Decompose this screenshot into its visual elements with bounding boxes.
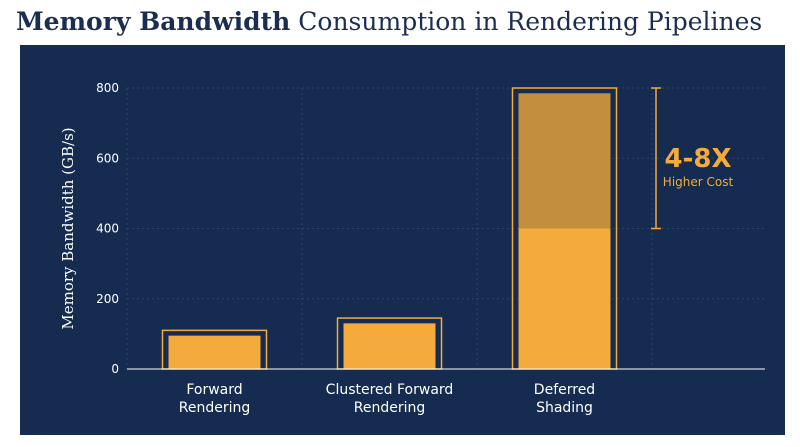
bar — [168, 335, 261, 369]
y-tick-label: 400 — [96, 222, 119, 236]
bars-layer — [161, 87, 618, 370]
y-axis-label: Memory Bandwidth (GB/s) — [59, 127, 77, 329]
x-category-label: Deferred — [534, 382, 595, 398]
y-tick-label: 0 — [111, 362, 119, 376]
x-category-label: Forward — [186, 382, 242, 398]
x-category-label: Clustered Forward — [326, 382, 454, 398]
chart-panel: 0 200 400 600 800 Forward Rendering Clustered F… — [20, 45, 785, 435]
grid-layer — [126, 87, 765, 369]
page-title: Memory Bandwidth Consumption in Renderin… — [16, 5, 762, 39]
bandwidth-bar-chart: 0 200 400 600 800 Forward Rendering Clustered F… — [59, 81, 765, 416]
labels-layer: 0 200 400 600 800 Forward Rendering Clustered F… — [96, 81, 595, 416]
bar-lower-segment — [518, 228, 611, 369]
x-category-label: Rendering — [179, 400, 251, 416]
y-tick-label: 200 — [96, 292, 119, 306]
title-rest: Consumption in Rendering Pipelines — [290, 7, 763, 36]
bar — [343, 323, 436, 369]
title-emphasis: Memory Bandwidth — [16, 7, 291, 36]
x-category-label: Shading — [536, 400, 593, 416]
cost-annotation: 4-8X Higher Cost — [651, 87, 734, 230]
bar-upper-segment — [518, 93, 611, 229]
annotation-subline: Higher Cost — [663, 175, 734, 189]
annotation-headline: 4-8X — [664, 144, 731, 174]
y-tick-label: 600 — [96, 151, 119, 165]
y-tick-label: 800 — [96, 81, 119, 95]
x-category-label: Rendering — [354, 400, 426, 416]
